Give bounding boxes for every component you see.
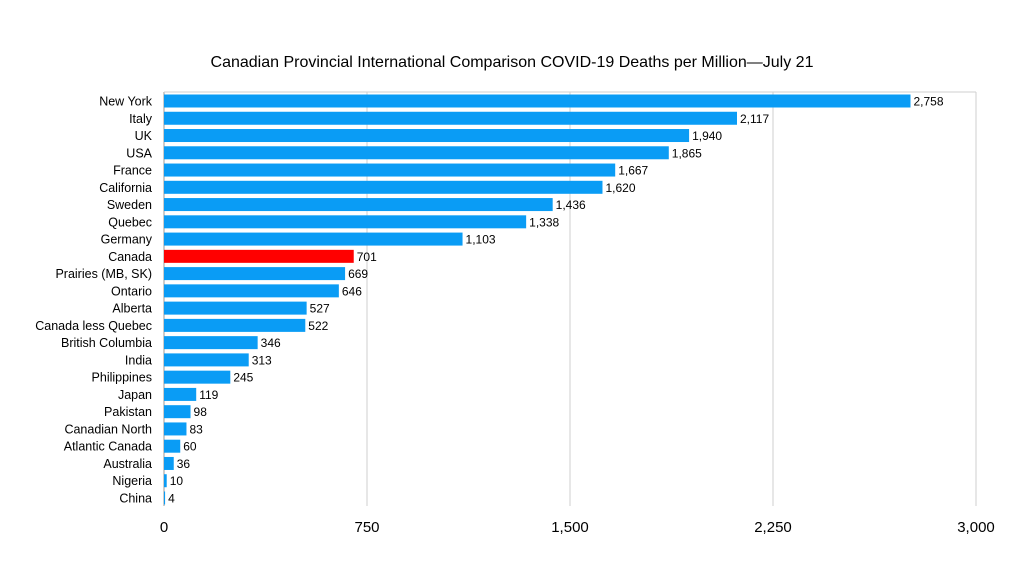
value-label: 2,758 — [913, 95, 943, 109]
category-label: Germany — [101, 233, 153, 247]
grid-layer — [163, 91, 977, 506]
category-label: Italy — [129, 112, 153, 126]
category-label: Prairies (MB, SK) — [55, 267, 152, 281]
bar — [164, 474, 167, 488]
value-label: 245 — [233, 371, 253, 385]
bar — [164, 370, 231, 384]
value-labels: 2,758 2,117 1,940 1,865 1,667 1,620 1,436 1,338… — [168, 95, 944, 506]
bar — [164, 198, 553, 212]
bar — [164, 456, 174, 470]
value-label: 1,338 — [529, 215, 559, 229]
category-label: China — [119, 491, 152, 505]
category-label: Nigeria — [112, 474, 152, 488]
x-tick-label: 750 — [354, 519, 379, 536]
category-label: New York — [99, 95, 153, 109]
value-label: 10 — [170, 474, 184, 488]
value-label: 669 — [348, 267, 368, 281]
category-label: Canada less Quebec — [35, 319, 152, 333]
bar — [164, 267, 346, 281]
x-tick-label: 2,250 — [754, 519, 792, 536]
bar — [164, 215, 527, 229]
bar — [164, 422, 187, 436]
value-label: 4 — [168, 491, 175, 505]
bar-layer — [164, 94, 911, 505]
bar — [164, 249, 354, 263]
category-label: Australia — [103, 457, 152, 471]
category-label: Canadian North — [64, 422, 152, 436]
bar — [164, 232, 463, 246]
value-label: 1,667 — [618, 164, 648, 178]
bar — [164, 405, 191, 419]
bar — [164, 336, 258, 350]
x-tick-label: 3,000 — [957, 519, 995, 536]
category-label: India — [125, 353, 152, 367]
category-label: USA — [126, 146, 152, 160]
chart-title: Canadian Provincial International Compar… — [210, 54, 814, 71]
x-axis-tick-labels: 0 750 1,500 2,250 3,000 — [160, 519, 995, 536]
bar — [164, 180, 603, 194]
value-label: 60 — [183, 440, 197, 454]
value-label: 119 — [199, 388, 218, 402]
category-label: Alberta — [112, 302, 152, 316]
bar — [164, 353, 249, 367]
value-label: 346 — [261, 336, 281, 350]
bar — [164, 301, 307, 315]
value-label: 1,436 — [556, 198, 586, 212]
bar — [164, 318, 306, 332]
x-tick-label: 1,500 — [551, 519, 589, 536]
bar — [164, 284, 339, 298]
value-label: 313 — [252, 353, 272, 367]
category-label: Japan — [118, 388, 152, 402]
value-label: 36 — [177, 457, 191, 471]
value-label: 646 — [342, 284, 362, 298]
category-labels: New York Italy UK USA France California Sweden… — [35, 95, 152, 506]
bar — [164, 94, 911, 108]
value-label: 1,103 — [466, 233, 496, 247]
value-label: 1,940 — [692, 129, 722, 143]
value-label: 98 — [194, 405, 208, 419]
value-label: 83 — [189, 422, 203, 436]
x-tick-label: 0 — [160, 519, 168, 536]
value-label: 527 — [310, 302, 330, 316]
value-label: 1,865 — [672, 146, 702, 160]
bar — [164, 491, 166, 505]
value-label: 1,620 — [605, 181, 635, 195]
category-label: British Columbia — [61, 336, 152, 350]
category-label: Quebec — [108, 215, 152, 229]
category-label: UK — [135, 129, 153, 143]
bar — [164, 146, 669, 160]
category-label: Ontario — [111, 284, 152, 298]
category-label: France — [113, 164, 152, 178]
bar — [164, 163, 616, 177]
category-label: Canada — [108, 250, 152, 264]
bar — [164, 111, 738, 125]
value-label: 701 — [357, 250, 377, 264]
bar — [164, 129, 690, 143]
category-label: Pakistan — [104, 405, 152, 419]
value-label: 2,117 — [740, 112, 769, 126]
category-label: California — [99, 181, 152, 195]
category-label: Atlantic Canada — [64, 440, 152, 454]
category-label: Sweden — [107, 198, 152, 212]
bar — [164, 439, 181, 453]
category-label: Philippines — [92, 371, 152, 385]
bar — [164, 387, 197, 401]
value-label: 522 — [308, 319, 328, 333]
